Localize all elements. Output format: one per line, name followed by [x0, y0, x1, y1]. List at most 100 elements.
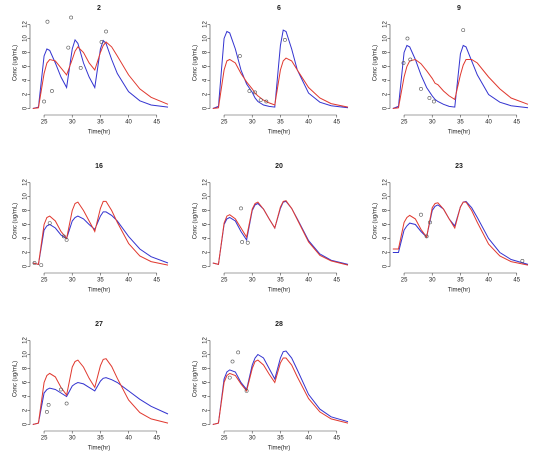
y-tick-label: 8 [203, 366, 209, 370]
y-tick-label: 4 [383, 78, 389, 82]
y-tick-label: 12 [203, 179, 209, 186]
x-tick-label: 30 [249, 278, 256, 284]
y-tick-label: 8 [383, 208, 389, 212]
y-axis-label: Conc (ug/mL) [373, 203, 379, 239]
observed-point [50, 89, 54, 93]
x-tick-label: 40 [305, 120, 312, 126]
x-tick-label: 30 [249, 120, 256, 126]
x-tick-label: 40 [305, 436, 312, 442]
observed-point [42, 99, 46, 104]
panel: 27 0 2 4 6 8 10 12 25 30 35 40 45 Time(hr) Conc (ug/mL… [13, 321, 169, 452]
y-tick-label: 0 [23, 422, 29, 426]
y-tick-label: 8 [203, 50, 209, 54]
x-tick-label: 40 [485, 120, 492, 126]
panel-title: 2 [97, 5, 101, 12]
panel-title: 27 [95, 321, 103, 328]
y-tick-label: 12 [383, 21, 389, 28]
y-axis-label: Conc (ug/mL) [13, 203, 19, 239]
observed-point [264, 99, 269, 104]
x-axis-label: Time(hr) [268, 446, 290, 452]
x-tick-label: 45 [513, 278, 520, 284]
y-tick-label: 6 [203, 222, 209, 226]
y-tick-label: 0 [203, 106, 209, 110]
x-tick-label: 25 [221, 278, 228, 284]
x-tick-label: 40 [125, 120, 132, 126]
observed-point [78, 66, 83, 70]
y-tick-label: 2 [383, 92, 389, 96]
observed-point [428, 220, 432, 225]
panel-title: 28 [275, 321, 283, 328]
panel-title: 23 [455, 163, 463, 170]
curve [212, 57, 349, 109]
panel: 28 0 2 4 6 8 10 12 25 30 35 40 45 Time(hr) Conc (ug/mL… [193, 321, 349, 452]
y-tick-label: 8 [23, 50, 29, 54]
y-axis-label: Conc (ug/mL) [193, 203, 199, 239]
y-tick-label: 2 [23, 408, 29, 412]
y-tick-label: 2 [383, 250, 389, 254]
observed-point [520, 258, 525, 263]
y-tick-label: 6 [23, 222, 29, 226]
y-tick-label: 2 [203, 408, 209, 412]
y-tick-label: 0 [203, 422, 209, 426]
observed-point [64, 237, 69, 242]
x-tick-label: 45 [333, 278, 340, 284]
y-tick-label: 4 [203, 394, 209, 398]
x-tick-label: 25 [401, 278, 408, 284]
panel: 6 0 2 4 6 8 10 12 25 30 35 40 45 Time(hr) Conc (ug/mL) [193, 5, 349, 136]
x-axis-label: Time(hr) [268, 130, 290, 136]
observed-point [427, 96, 432, 100]
observed-point [283, 38, 287, 42]
y-tick-label: 10 [23, 35, 29, 42]
observed-point [66, 45, 71, 50]
y-tick-label: 8 [23, 366, 29, 370]
y-tick-label: 2 [23, 92, 29, 96]
observed-point [104, 29, 108, 34]
y-tick-label: 4 [23, 78, 29, 82]
observed-point [45, 19, 50, 24]
observed-point [237, 54, 242, 58]
panel-title: 16 [95, 163, 103, 170]
y-tick-label: 12 [23, 337, 29, 344]
y-tick-label: 10 [383, 193, 389, 200]
curve [32, 38, 169, 109]
x-tick-label: 25 [41, 436, 48, 442]
observed-point [236, 350, 241, 355]
curve [212, 357, 349, 425]
y-tick-label: 0 [23, 106, 29, 110]
y-tick-label: 6 [383, 222, 389, 226]
observed-point [461, 28, 466, 33]
x-tick-label: 40 [305, 278, 312, 284]
x-tick-label: 35 [97, 120, 104, 126]
x-tick-label: 25 [401, 120, 408, 126]
curve [32, 200, 169, 266]
y-tick-label: 6 [203, 380, 209, 384]
y-tick-label: 8 [23, 208, 29, 212]
y-tick-label: 12 [23, 179, 29, 186]
x-tick-label: 25 [221, 120, 228, 126]
curve [392, 200, 529, 265]
y-tick-label: 6 [203, 64, 209, 68]
x-tick-label: 45 [333, 436, 340, 442]
y-tick-label: 6 [383, 64, 389, 68]
curve [392, 58, 529, 109]
observed-point [47, 221, 52, 226]
x-tick-label: 45 [153, 278, 160, 284]
panel: 16 0 2 4 6 8 10 12 25 30 35 40 45 Time(hr) Conc (ug/mL… [13, 163, 169, 294]
x-axis-label: Time(hr) [88, 130, 110, 136]
y-tick-label: 4 [383, 236, 389, 240]
observed-point [432, 99, 436, 104]
x-tick-label: 45 [153, 120, 160, 126]
x-tick-label: 30 [69, 436, 76, 442]
x-axis-label: Time(hr) [448, 130, 470, 136]
x-tick-label: 45 [513, 120, 520, 126]
observed-point [419, 212, 423, 217]
y-tick-label: 0 [203, 264, 209, 268]
x-tick-label: 35 [277, 120, 284, 126]
y-tick-label: 8 [383, 50, 389, 54]
curve [212, 200, 349, 266]
x-tick-label: 40 [125, 436, 132, 442]
observed-point [239, 206, 243, 211]
y-axis-label: Conc (ug/mL) [193, 361, 199, 397]
observed-point [44, 409, 49, 414]
